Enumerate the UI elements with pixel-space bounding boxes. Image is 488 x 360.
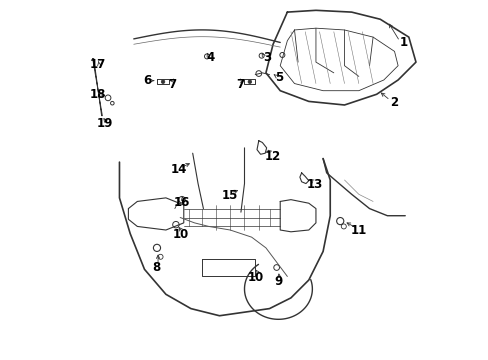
Text: 8: 8	[152, 261, 160, 274]
Text: 11: 11	[350, 224, 366, 237]
Text: 13: 13	[306, 178, 323, 191]
Circle shape	[247, 80, 251, 84]
Text: 4: 4	[206, 51, 214, 64]
Text: 12: 12	[264, 149, 280, 163]
Circle shape	[161, 80, 164, 84]
Text: 18: 18	[90, 88, 106, 101]
Text: 10: 10	[247, 271, 264, 284]
Text: 2: 2	[389, 96, 397, 109]
Text: 14: 14	[170, 163, 186, 176]
Text: 16: 16	[173, 195, 190, 209]
Text: 1: 1	[399, 36, 407, 49]
Text: 17: 17	[90, 58, 106, 72]
Text: 7: 7	[168, 78, 176, 91]
Text: 5: 5	[275, 71, 283, 84]
Text: 9: 9	[274, 275, 282, 288]
Text: 15: 15	[222, 189, 238, 202]
Text: 10: 10	[172, 228, 189, 241]
Text: 7: 7	[235, 78, 244, 91]
Text: 3: 3	[263, 51, 270, 64]
Text: 6: 6	[143, 74, 151, 87]
Text: 19: 19	[97, 117, 113, 130]
